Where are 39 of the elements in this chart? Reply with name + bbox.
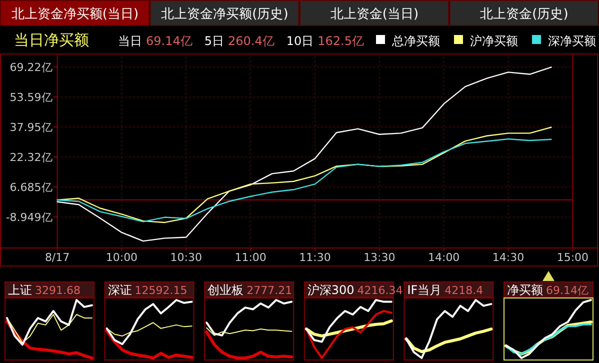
x-tick-label: 14:30 (492, 251, 524, 264)
text: 当日 69.14亿 (118, 34, 192, 48)
chart-title: 净买额 (507, 283, 543, 297)
text: 5日 260.4亿 (204, 34, 274, 48)
text: 4216.34 (357, 284, 403, 297)
text: 4218.4 (444, 284, 484, 297)
line-series (56, 66, 552, 242)
x-tick-label: 13:30 (364, 251, 396, 264)
text: 北上资金(当日) (330, 7, 419, 22)
legend-label: 沪净买额 (470, 34, 518, 48)
x-tick-label: 11:30 (299, 251, 331, 264)
text: 3291.68 (35, 284, 80, 297)
chart-title: 创业板 (208, 283, 244, 297)
text: 69.14亿 (546, 284, 588, 297)
x-tick-label: 8/17 (44, 251, 70, 264)
x-tick-label: 10:30 (170, 251, 202, 264)
y-tick-label: 37.95亿 (10, 120, 52, 134)
legend-label: 总净买额 (391, 34, 440, 48)
text: 12592.15 (134, 284, 188, 297)
y-tick-label: 6.685亿 (10, 180, 52, 194)
chart-title: 深证 (108, 283, 132, 297)
chart-title: 当日净买额 (14, 31, 89, 49)
text: 北上资金(历史) (480, 7, 568, 22)
x-tick-label: 10:00 (106, 251, 138, 264)
y-tick-label: -8.949亿 (6, 210, 52, 224)
legend-label: 深净买额 (548, 34, 596, 48)
chart-title: 沪深300 (307, 283, 354, 297)
y-tick-label: 69.22亿 (10, 60, 52, 74)
x-tick-label: 14:00 (428, 251, 460, 264)
x-tick-label: 15:00 (556, 251, 589, 264)
text: 10日 162.5亿 (286, 34, 364, 48)
text: 北上资金净买额(当日) (11, 7, 139, 22)
text: 北上资金净买额(历史) (161, 7, 288, 22)
y-tick-label: 22.32亿 (10, 150, 52, 164)
text: 2777.21 (246, 284, 292, 297)
chart-title: IF当月 (407, 283, 442, 297)
y-tick-label: 53.59亿 (10, 90, 52, 104)
chart-title: 上证 (8, 283, 32, 297)
x-tick-label: 11:00 (234, 251, 266, 264)
